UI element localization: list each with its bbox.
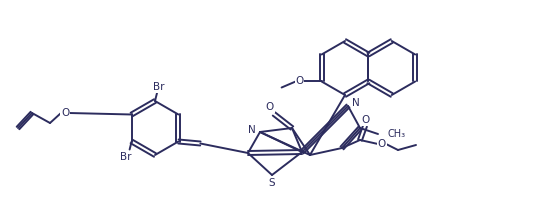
Text: S: S — [269, 178, 275, 188]
Text: N: N — [248, 125, 256, 135]
Text: O: O — [296, 77, 304, 87]
Text: O: O — [378, 139, 386, 149]
Text: O: O — [362, 115, 370, 125]
Text: Br: Br — [120, 152, 131, 162]
Text: O: O — [61, 108, 69, 118]
Text: N: N — [352, 98, 360, 108]
Text: Br: Br — [153, 82, 165, 92]
Text: CH₃: CH₃ — [388, 129, 406, 139]
Text: O: O — [266, 102, 274, 112]
